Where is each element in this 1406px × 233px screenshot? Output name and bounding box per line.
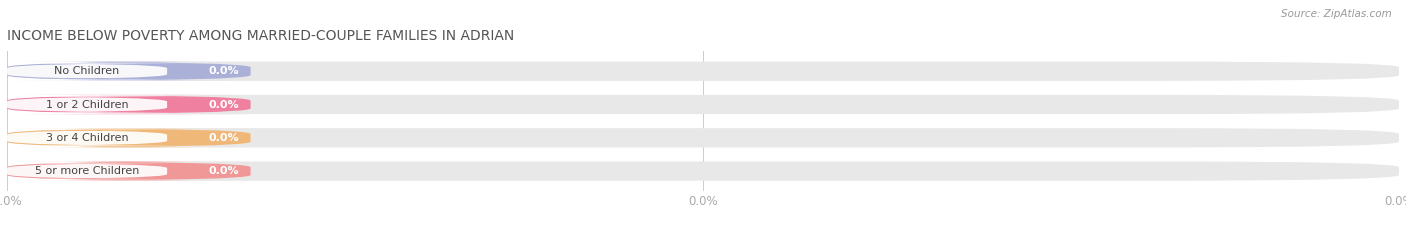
Text: 0.0%: 0.0% bbox=[209, 133, 239, 143]
FancyBboxPatch shape bbox=[7, 62, 250, 81]
FancyBboxPatch shape bbox=[0, 163, 225, 179]
Text: 0.0%: 0.0% bbox=[209, 99, 239, 110]
Text: INCOME BELOW POVERTY AMONG MARRIED-COUPLE FAMILIES IN ADRIAN: INCOME BELOW POVERTY AMONG MARRIED-COUPL… bbox=[7, 29, 515, 43]
FancyBboxPatch shape bbox=[7, 95, 1399, 114]
FancyBboxPatch shape bbox=[7, 62, 1399, 81]
FancyBboxPatch shape bbox=[0, 96, 225, 113]
Text: 5 or more Children: 5 or more Children bbox=[35, 166, 139, 176]
Text: No Children: No Children bbox=[55, 66, 120, 76]
Text: 3 or 4 Children: 3 or 4 Children bbox=[46, 133, 128, 143]
FancyBboxPatch shape bbox=[0, 63, 225, 79]
FancyBboxPatch shape bbox=[7, 161, 250, 181]
Text: Source: ZipAtlas.com: Source: ZipAtlas.com bbox=[1281, 9, 1392, 19]
FancyBboxPatch shape bbox=[7, 161, 1399, 181]
Text: 0.0%: 0.0% bbox=[209, 66, 239, 76]
Text: 0.0%: 0.0% bbox=[209, 166, 239, 176]
FancyBboxPatch shape bbox=[0, 130, 225, 146]
Text: 1 or 2 Children: 1 or 2 Children bbox=[46, 99, 128, 110]
FancyBboxPatch shape bbox=[7, 128, 1399, 147]
FancyBboxPatch shape bbox=[7, 95, 250, 114]
FancyBboxPatch shape bbox=[7, 128, 250, 147]
